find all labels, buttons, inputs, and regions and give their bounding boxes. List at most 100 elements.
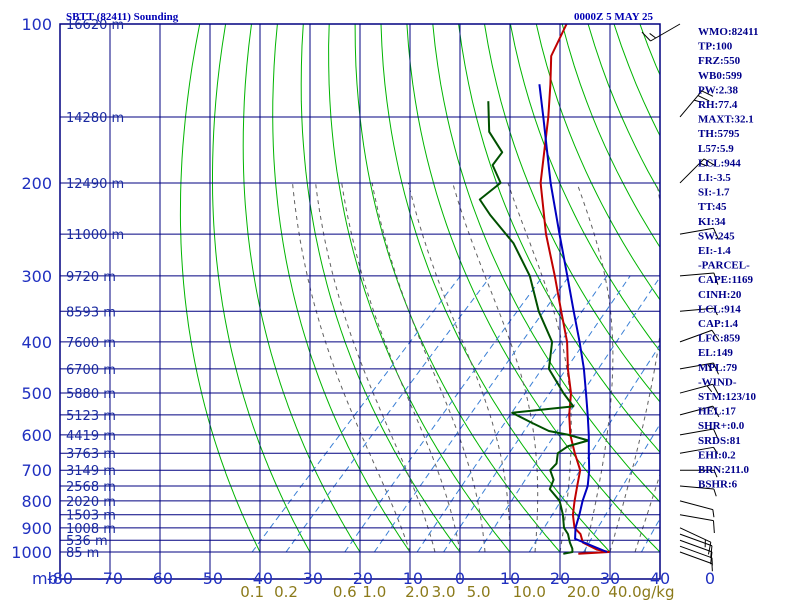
wind-barb [679,485,717,497]
moist-adiabat [292,182,411,553]
mixing-ratio-line [528,344,660,553]
frame-border [59,23,661,580]
wind-barb-staff [679,514,714,522]
stability-index: STM:123/10 [698,391,757,403]
wind-barb-flag [701,90,714,97]
stability-index: SW:245 [698,230,735,242]
plot-frame [59,23,661,580]
temperature-tick-label: -70 [97,569,123,588]
height-label: 12490 m [66,177,124,192]
moist-adiabat [576,182,614,553]
mixing-ratio-line [443,275,631,553]
moist-adiabat [507,182,572,553]
pressure-axis: 100 200 300 400 500 600 700 800 900 1000 [11,15,52,562]
dry-adiabat [212,24,311,553]
mixing-ratio-tick-label: 20.0 [567,583,600,600]
pressure-tick-label: 500 [21,384,52,403]
wind-barb [679,362,719,375]
wind-barb-flag [706,385,713,393]
stability-index: LCL:914 [698,303,741,315]
wind-barb [679,533,713,559]
moist-adiabat [609,182,660,553]
wind-barb [679,405,720,418]
stability-index: WB0:599 [698,70,743,82]
height-labels: 16620 m 14280 m 12490 m 11000 m 9720 m 8593 m… [66,18,124,561]
dry-adiabat [587,24,660,194]
wind-barb [679,227,719,240]
pressure-tick-label: 100 [21,15,52,34]
height-label: 85 m [66,546,99,561]
wind-barb-flag [713,488,717,497]
wind-barb [679,272,719,285]
wind-barb-flag [707,363,713,371]
height-label: 14280 m [66,111,124,126]
wind-barb-flag [713,308,718,316]
wind-barb [680,469,718,478]
stability-index: CAP:1.4 [698,318,739,330]
wind-barb-flag [699,162,708,167]
stability-index: KI:34 [698,216,726,228]
wind-barb-flag [713,272,719,285]
wind-barb [679,307,718,316]
moist-adiabat [452,182,539,553]
stability-index: CINH:20 [698,289,742,301]
mixing-ratio-line [251,275,461,553]
temperature-tick-label: -30 [297,569,323,588]
temperature-tick-label: -60 [147,569,173,588]
pressure-tick-label: 200 [21,174,52,193]
dry-adiabat [535,24,660,301]
pressure-tick-label: 700 [21,461,52,480]
wind-barb [679,514,715,534]
temperature-tick-label: 20 [550,569,570,588]
moist-adiabat [407,182,511,552]
temperature-tick-label: 0 [455,569,465,588]
wind-barb-flag [703,158,715,166]
wind-barb-flag [712,520,715,534]
stability-index: CAPE:1169 [698,274,754,286]
height-label: 4419 m [66,429,116,444]
height-label: 6700 m [66,363,116,378]
dry-adiabat [769,24,800,552]
wind-barb [679,539,713,565]
height-label: 2020 m [66,495,116,510]
wind-barb-staff [679,227,714,235]
wind-barbs [641,23,720,572]
stability-index: SI:-1.7 [698,187,730,199]
wind-barb-staff [679,405,713,416]
wind-barb-flag [713,428,719,441]
pressure-tick-label: 800 [21,492,52,511]
stability-indices: WMO:82411 TP:100 FRZ:550 WB0:599 PW:2.38 RH:7… [698,26,759,491]
dry-adiabat [744,24,800,552]
dry-adiabat [272,24,411,553]
height-label: 8593 m [66,305,116,320]
wind-barb-flag [713,470,718,478]
height-label: 11000 m [66,228,124,243]
wind-barb-staff [650,23,681,42]
stability-index: -WIND- [698,376,737,388]
wind-barb-flag [713,362,719,375]
pressure-tick-label: 1000 [11,543,52,562]
wind-barb-flag [711,329,720,341]
stability-index: BSHR:6 [698,479,738,491]
mixing-ratio-tick-label: 2.0 [405,583,429,600]
stability-index: FRZ:550 [698,55,741,67]
stability-index: WMO:82411 [698,26,759,38]
temperature-curve [539,24,610,555]
stability-index: RH:77.4 [698,99,738,111]
temperature-tick-label: 0 [705,569,715,588]
height-label: 5880 m [66,387,116,402]
mixing-ratio-tick-label: 10.0 [513,583,546,600]
wind-barb-flag [710,551,713,565]
temperature-tick-label: 40 [650,569,670,588]
temperature-tick-label: 30 [600,569,620,588]
temperature-axis: mb-80 -70 -60 -50 -40 -30 -20 -10 0 10 20 30 40 0 [32,569,715,588]
moist-adiabat [315,182,436,553]
height-label: 536 m [66,534,108,549]
observation-time: 0000Z 5 MAY 25 [574,11,653,23]
height-label: 2568 m [66,480,116,495]
stability-index: LI:-3.5 [698,172,731,184]
station-title: SBTT (82411) Sounding [66,11,179,23]
stability-index: SRDS:81 [698,435,741,447]
wind-barb-staff [679,446,714,454]
